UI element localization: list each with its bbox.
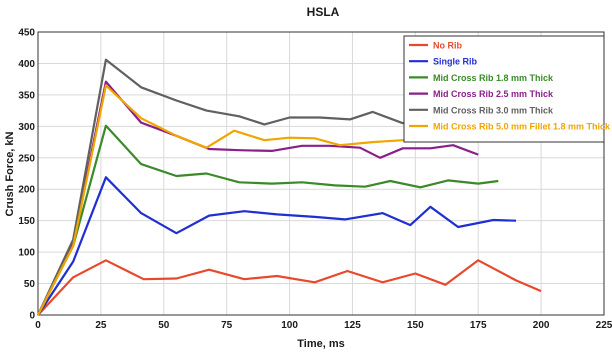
legend-entry: Mid Cross Rib 1.8 mm Thick bbox=[433, 73, 554, 83]
x-tick-label: 100 bbox=[281, 320, 298, 331]
legend-entry: Single Rib bbox=[433, 57, 478, 67]
x-tick-label: 0 bbox=[35, 320, 41, 331]
x-tick-label: 75 bbox=[221, 320, 233, 331]
x-tick-label: 200 bbox=[533, 320, 550, 331]
x-tick-label: 225 bbox=[596, 320, 612, 331]
x-tick-label: 25 bbox=[95, 320, 107, 331]
y-tick-label: 250 bbox=[18, 153, 35, 164]
y-tick-label: 100 bbox=[18, 248, 35, 259]
x-tick-label: 125 bbox=[344, 320, 361, 331]
y-tick-label: 0 bbox=[29, 311, 35, 322]
y-tick-label: 50 bbox=[24, 279, 36, 290]
y-axis-label: Crush Force, kN bbox=[4, 131, 16, 216]
legend-entry: Mid Cross Rib 5.0 mm Fillet 1.8 mm Thick bbox=[433, 122, 611, 132]
y-tick-label: 350 bbox=[18, 90, 35, 101]
x-axis-label: Time, ms bbox=[297, 338, 345, 350]
y-tick-label: 400 bbox=[18, 59, 35, 70]
legend: No Rib Single Rib Mid Cross Rib 1.8 mm Thi… bbox=[404, 36, 611, 142]
x-tick-label: 175 bbox=[470, 320, 487, 331]
y-tick-label: 200 bbox=[18, 185, 35, 196]
x-tick-label: 150 bbox=[407, 320, 424, 331]
legend-entry: Mid Cross Rib 2.5 mm Thick bbox=[433, 89, 554, 99]
y-tick-label: 300 bbox=[18, 122, 35, 133]
y-tick-label: 450 bbox=[18, 28, 35, 39]
legend-entry: Mid Cross Rib 3.0 mm Thick bbox=[433, 105, 554, 115]
series-line-2 bbox=[38, 177, 516, 315]
x-tick-label: 50 bbox=[158, 320, 170, 331]
chart-title: HSLA bbox=[307, 5, 340, 19]
legend-entry: No Rib bbox=[433, 41, 462, 51]
y-tick-label: 150 bbox=[18, 216, 35, 227]
